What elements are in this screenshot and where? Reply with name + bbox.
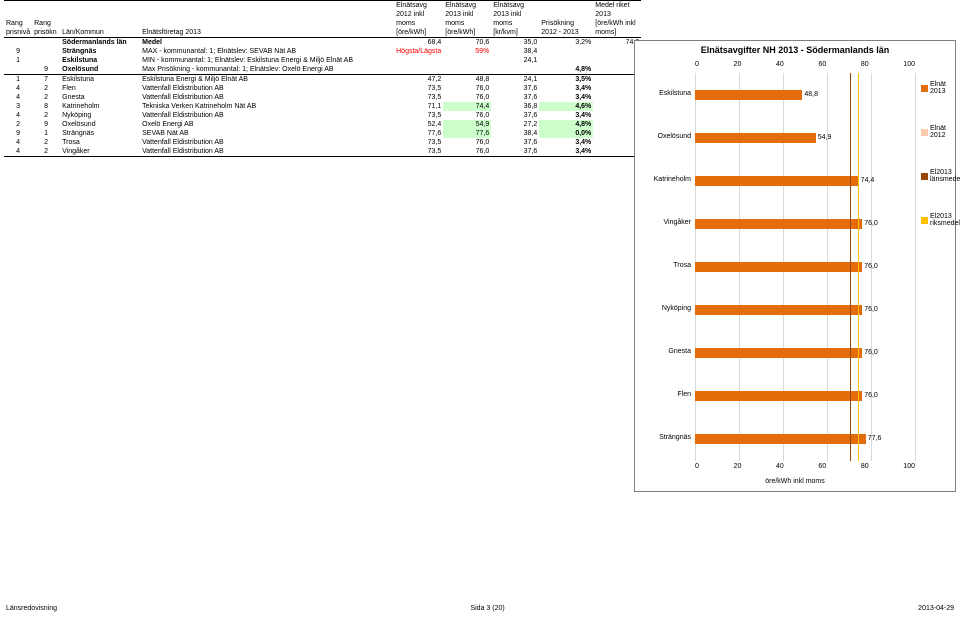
category-label: Katrineholm [635,176,695,183]
bar-value-label: 76,0 [864,348,878,358]
footer-left: Länsredovisning [6,605,57,612]
hdr-prisokn: Prisökning 2012 - 2013 [539,1,593,38]
axis-tick: 0 [695,61,699,71]
bar [695,133,816,143]
bar-value-label: 74,4 [861,176,875,186]
group-row: Södermanlands länMedel68,470,635,03,2%74… [4,38,641,48]
axis-tick: 20 [734,463,742,473]
legend-item: Elnät 2012 [921,125,951,139]
legend-swatch [921,173,928,180]
bar [695,434,866,444]
footer-center: Sida 3 (20) [470,605,504,612]
table-row: 17EskilstunaEskilstuna Energi & Miljö El… [4,75,641,85]
table-header-row: Rang prisnivå Rang prisökn Län/Kommun El… [4,1,641,38]
bar-chart: Elnätsavgifter NH 2013 - Södermanlands l… [634,40,956,492]
hdr-krkvm: Elnätsavg 2013 inkl moms [kr/kvm] [491,1,539,38]
category-label: Vingåker [635,219,695,226]
footer-right: 2013-04-29 [918,605,954,612]
legend-label: Elnät 2013 [930,81,951,95]
legend-item: Elnät 2013 [921,81,951,95]
table-row: 38KatrineholmTekniska Verken Katrineholm… [4,102,641,111]
legend-swatch [921,129,928,136]
bar [695,305,862,315]
axis-bottom: 0 20 40 60 80 100 [695,463,915,473]
axis-tick: 0 [695,463,699,473]
axis-tick: 40 [776,61,784,71]
table-row: 29OxelösundOxelö Energi AB52,454,927,24,… [4,120,641,129]
ref-line-lansmedel [850,73,851,461]
bar-value-label: 76,0 [864,391,878,401]
bar [695,176,859,186]
legend-label: El2013 länsmedel [930,169,960,183]
hdr-avg2013: Elnätsavg 2013 inkl moms [öre/kWh] [443,1,491,38]
ref-line-riksmedel [858,73,859,461]
page-root: Rang prisnivå Rang prisökn Län/Kommun El… [0,0,960,618]
axis-tick: 60 [818,463,826,473]
table-row: 42VingåkerVattenfall Eldistribution AB73… [4,147,641,157]
category-label: Strängnäs [635,434,695,441]
axis-tick: 60 [818,61,826,71]
category-label: Gnesta [635,348,695,355]
legend-item: El2013 riksmedel [921,213,951,227]
bar [695,90,802,100]
table-row: 42FlenVattenfall Eldistribution AB73,576… [4,84,641,93]
axis-tick: 80 [861,61,869,71]
category-label: Oxelösund [635,133,695,140]
axis-tick: 100 [903,463,915,473]
category-label: Nyköping [635,305,695,312]
bar-value-label: 54,9 [818,133,832,143]
x-axis-title: öre/kWh inkl moms [635,478,955,485]
axis-top: 0 20 40 60 80 100 [695,61,915,71]
context-row: 1EskilstunaMIN - kommunantal: 1; Elnätsl… [4,56,641,65]
table-row: 42GnestaVattenfall Eldistribution AB73,5… [4,93,641,102]
gridline [915,73,916,461]
legend-swatch [921,217,928,224]
hdr-rang-prisokn: Rang prisökn [32,1,60,38]
bar-value-label: 76,0 [864,305,878,315]
bar-value-label: 76,0 [864,262,878,272]
bar [695,391,862,401]
bar-value-label: 48,8 [804,90,818,100]
legend-label: Elnät 2012 [930,125,951,139]
chart-title: Elnätsavgifter NH 2013 - Södermanlands l… [635,45,955,55]
axis-tick: 80 [861,463,869,473]
axis-tick: 40 [776,463,784,473]
axis-tick: 100 [903,61,915,71]
data-table: Rang prisnivå Rang prisökn Län/Kommun El… [4,0,641,157]
chart-legend: Elnät 2013 Elnät 2012 El2013 länsmedel El20… [921,81,951,257]
category-label: Flen [635,391,695,398]
table-row: 42TrosaVattenfall Eldistribution AB73,57… [4,138,641,147]
page-footer: Länsredovisning Sida 3 (20) 2013-04-29 [6,605,954,612]
legend-item: El2013 länsmedel [921,169,951,183]
bar [695,348,862,358]
axis-tick: 20 [734,61,742,71]
legend-label: El2013 riksmedel [930,213,960,227]
context-row: 9OxelösundMax Prisökning - kommunantal: … [4,65,641,75]
category-label: Trosa [635,262,695,269]
table-row: 91SträngnäsSEVAB Nät AB77,677,638,40,0% [4,129,641,138]
hdr-riket: Medel riket 2013 [öre/kWh inkl moms] [593,1,641,38]
chart-plot: Eskilstuna48,8Oxelösund54,9Katrineholm74… [695,73,915,461]
bar-value-label: 77,6 [868,434,882,444]
context-row: 9SträngnäsMAX - kommunantal: 1; Elnätsle… [4,47,641,56]
bar [695,219,862,229]
hdr-avg2012: Elnätsavg 2012 inkl moms [öre/kWh] [394,1,443,38]
category-label: Eskilstuna [635,90,695,97]
bar [695,262,862,272]
hdr-foretag: Elnätsföretag 2013 [140,1,394,38]
hdr-rang-prisniva: Rang prisnivå [4,1,32,38]
table-row: 42NyköpingVattenfall Eldistribution AB73… [4,111,641,120]
bar-value-label: 76,0 [864,219,878,229]
legend-swatch [921,85,928,92]
hdr-lan-kommun: Län/Kommun [60,1,140,38]
